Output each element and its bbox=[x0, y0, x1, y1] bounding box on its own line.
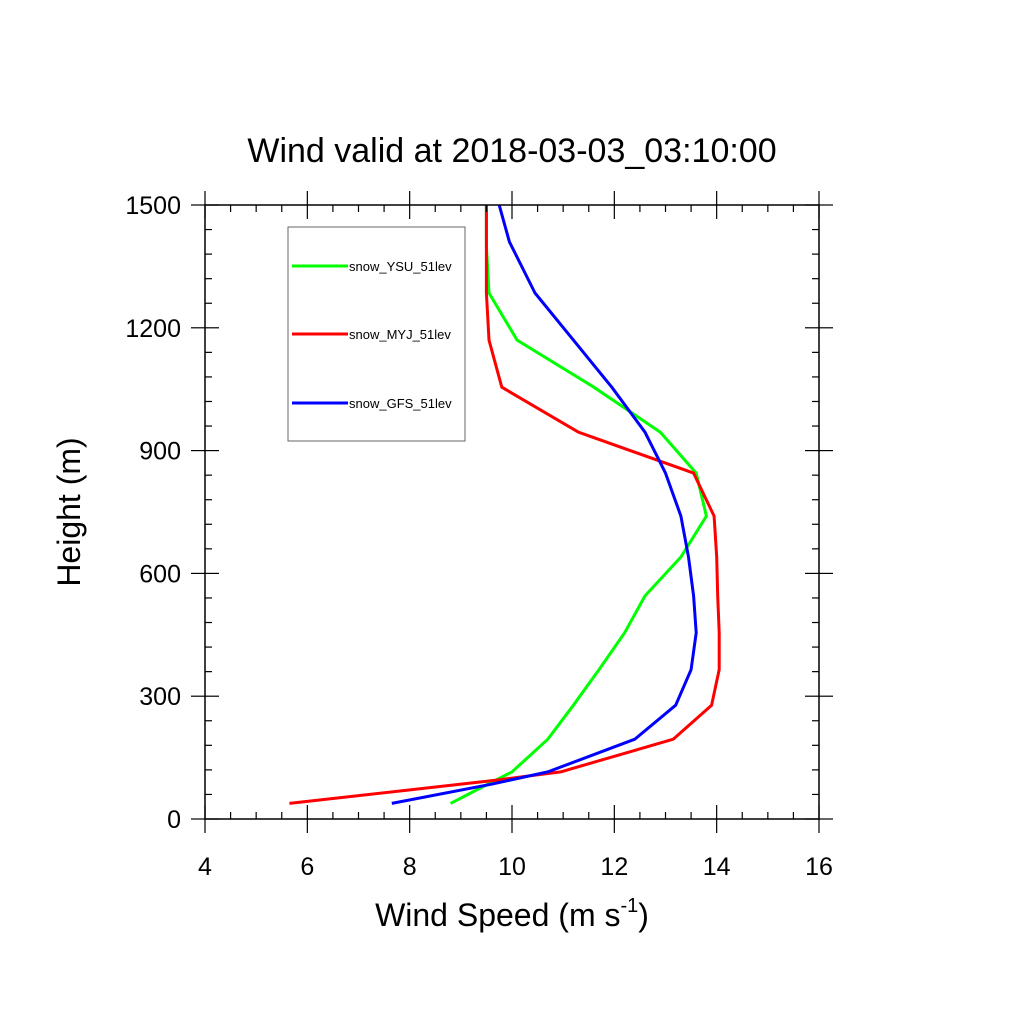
y-tick-label: 1500 bbox=[125, 192, 181, 220]
y-tick-label: 1200 bbox=[125, 315, 181, 343]
series-line-1 bbox=[289, 205, 721, 805]
y-tick-label: 600 bbox=[139, 560, 181, 588]
x-axis-label-superscript: -1 bbox=[620, 895, 638, 917]
chart-title: Wind valid at 2018-03-03_03:10:00 bbox=[247, 132, 776, 170]
series-line-2 bbox=[391, 204, 698, 805]
plot-lines bbox=[289, 204, 721, 805]
series-line-0 bbox=[449, 205, 708, 805]
x-tick-label: 4 bbox=[198, 853, 212, 881]
y-tick-label: 0 bbox=[167, 806, 181, 834]
y-axis-ticks: 0 300 600 900 1200 1500 bbox=[125, 192, 833, 834]
x-tick-label: 16 bbox=[805, 853, 833, 881]
y-tick-label: 300 bbox=[139, 683, 181, 711]
x-tick-label: 14 bbox=[703, 853, 731, 881]
y-axis-label: Height (m) bbox=[51, 437, 87, 586]
x-tick-label: 10 bbox=[498, 853, 526, 881]
x-axis-ticks: 4 6 8 10 12 14 16 bbox=[198, 191, 833, 881]
legend-label-1: snow_MYJ_51lev bbox=[349, 327, 451, 342]
x-axis-label: Wind Speed (m s-1) bbox=[375, 895, 649, 933]
x-tick-label: 6 bbox=[300, 853, 314, 881]
x-tick-label: 12 bbox=[600, 853, 628, 881]
legend-label-0: snow_YSU_51lev bbox=[349, 259, 452, 274]
x-axis-label-end: ) bbox=[638, 897, 649, 933]
legend-label-2: snow_GFS_51lev bbox=[349, 396, 452, 411]
x-tick-label: 8 bbox=[403, 853, 417, 881]
legend: snow_YSU_51lev snow_MYJ_51lev snow_GFS_51l… bbox=[287, 226, 466, 442]
x-axis-label-main: Wind Speed (m s bbox=[375, 897, 620, 933]
y-tick-label: 900 bbox=[139, 438, 181, 466]
